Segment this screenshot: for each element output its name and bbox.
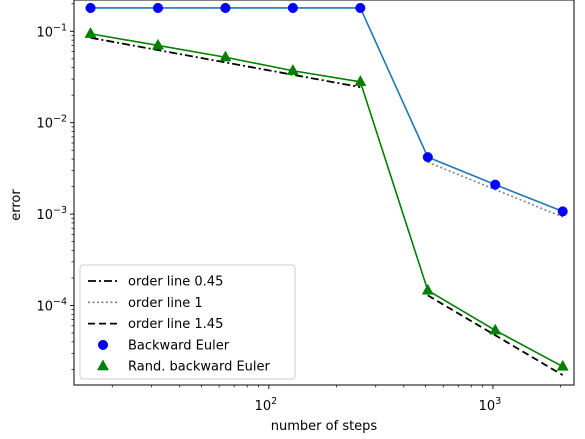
legend: order line 0.45 order line 1 order line 1.… — [79, 264, 296, 380]
data-point-backward-euler — [557, 206, 568, 217]
data-point-rand-backward-euler — [489, 323, 502, 335]
x-tick-label: 103 — [479, 396, 502, 414]
series-backward-euler — [85, 2, 568, 217]
series-line-rand-backward-euler — [90, 32, 564, 368]
data-point-backward-euler — [490, 179, 501, 190]
y-tick-label: 10−3 — [36, 205, 67, 223]
data-point-rand-backward-euler — [84, 27, 97, 38]
legend-label-order-line-1-45: order line 1.45 — [128, 317, 223, 332]
data-point-rand-backward-euler — [151, 38, 164, 50]
data-point-backward-euler — [85, 2, 96, 14]
data-point-backward-euler — [152, 2, 164, 14]
series-order-line-0-45 — [90, 36, 361, 89]
data-point-rand-backward-euler — [286, 64, 299, 75]
y-tick-label: 10−4 — [36, 297, 67, 315]
legend-box — [79, 264, 296, 380]
data-point-backward-euler — [287, 2, 298, 14]
x-axis-label: number of steps — [271, 419, 378, 434]
data-point-backward-euler — [355, 2, 366, 14]
series-rand-backward-euler — [84, 27, 569, 371]
data-point-backward-euler — [220, 2, 231, 14]
legend-label-order-line-0-45: order line 0.45 — [128, 275, 223, 290]
legend-swatch-backward-euler — [97, 339, 109, 350]
legend-label-rand-backward-euler: Rand. backward Euler — [128, 360, 271, 375]
legend-label-backward-euler: Backward Euler — [128, 338, 230, 353]
y-tick-label: 10−1 — [36, 22, 67, 40]
series-line-order-line-1-45 — [427, 294, 564, 376]
plot-frame — [73, 0, 575, 386]
y-axis-label: error — [9, 189, 24, 221]
data-point-rand-backward-euler — [354, 75, 367, 86]
series-line-backward-euler — [90, 7, 564, 213]
data-point-rand-backward-euler — [556, 359, 569, 371]
data-point-rand-backward-euler — [421, 283, 434, 295]
data-point-rand-backward-euler — [219, 50, 232, 62]
data-point-backward-euler — [422, 152, 433, 163]
legend-swatch-rand-backward-euler — [96, 359, 110, 371]
y-tick-label: 10−2 — [36, 114, 67, 132]
series-line-order-line-0-45 — [90, 36, 361, 89]
series-order-line-1-45 — [427, 294, 564, 376]
legend-label-order-line-1: order line 1 — [128, 296, 203, 311]
major-ticks: 102 103 10−1 10−2 10−3 10−4 — [36, 22, 501, 414]
series-layer — [84, 2, 569, 376]
x-tick-label: 102 — [255, 396, 278, 414]
